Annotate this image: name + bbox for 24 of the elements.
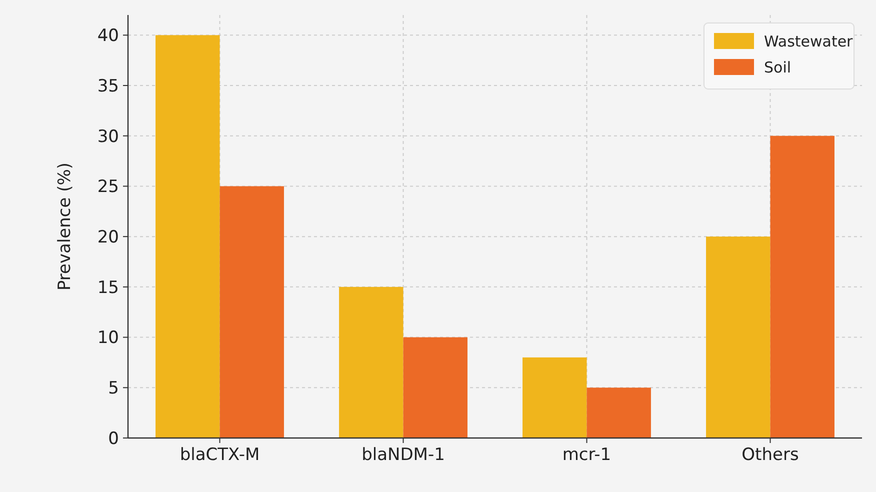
y-tick-label: 5 <box>108 378 119 399</box>
bar <box>522 357 587 438</box>
y-tick-label: 40 <box>97 26 119 46</box>
x-tick-label: mcr-1 <box>562 445 612 465</box>
x-tick-label: blaCTX-M <box>180 445 260 465</box>
y-axis-title: Prevalence (%) <box>55 162 75 291</box>
y-tick-label: 15 <box>97 278 119 298</box>
y-tick-label: 25 <box>97 177 119 198</box>
y-tick-label: 0 <box>108 428 119 449</box>
legend-label: Soil <box>764 58 792 76</box>
y-tick-label: 20 <box>97 228 119 248</box>
bar <box>156 35 220 438</box>
bar <box>339 286 404 438</box>
bar <box>770 136 834 438</box>
y-tick-label: 30 <box>97 126 119 147</box>
x-tick-label: Others <box>742 445 799 465</box>
bar <box>586 388 651 438</box>
x-tick-label: blaNDM-1 <box>362 445 445 465</box>
bar <box>706 236 770 438</box>
y-tick-label: 10 <box>97 328 119 348</box>
y-tick-label: 35 <box>97 76 119 96</box>
bar <box>220 186 284 438</box>
bar <box>403 337 468 438</box>
legend-label: Wastewater <box>764 32 854 50</box>
